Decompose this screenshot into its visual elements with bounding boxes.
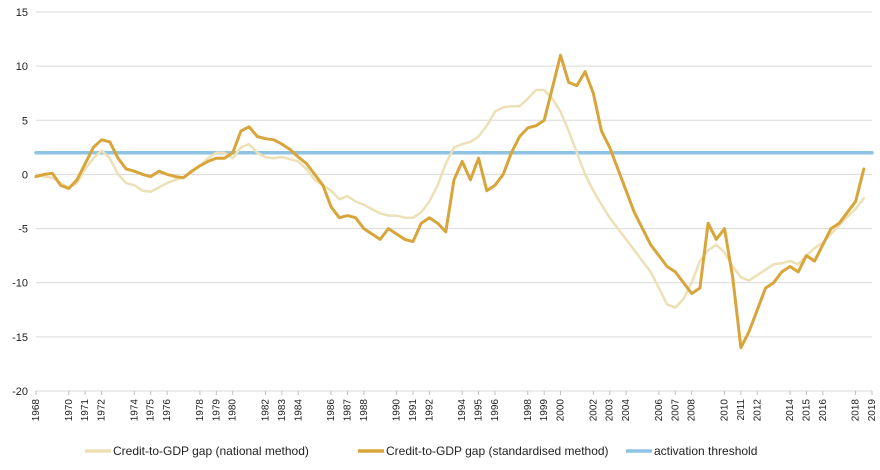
y-tick-label: -20 [12, 386, 28, 398]
y-axis-tick-labels: 15 10 5 0 -5 -10 -15 -20 [12, 7, 28, 398]
x-tick-label: 1980 [228, 399, 239, 422]
legend: Credit-to-GDP gap (national method) Credi… [85, 444, 757, 458]
x-tick-label: 2004 [621, 399, 632, 422]
x-tick-label: 2018 [851, 399, 862, 422]
x-tick-label: 1995 [474, 399, 485, 422]
series-line-1 [34, 53, 866, 350]
x-tick-label: 1968 [31, 399, 42, 422]
x-tick-label: 2019 [867, 399, 878, 422]
y-tick-label: 15 [16, 7, 28, 19]
y-tick-label: 0 [22, 169, 28, 181]
x-tick-label: 1976 [162, 399, 173, 422]
x-tick-label: 1999 [539, 399, 550, 422]
legend-label-0: Credit-to-GDP gap (national method) [113, 444, 309, 458]
y-tick-label: 5 [22, 115, 28, 127]
y-tick-label: -5 [18, 224, 28, 236]
x-tick-label: 2007 [670, 399, 681, 422]
x-tick-label: 1979 [211, 399, 222, 422]
x-tick-label: 2015 [801, 399, 812, 422]
y-tick-label: 10 [16, 61, 28, 73]
x-tick-label: 1974 [129, 399, 140, 422]
x-tick-label: 1970 [64, 399, 75, 422]
x-tick-label: 1984 [293, 399, 304, 422]
x-axis-tick-labels: 1968 1970 1971 1972 1974 1975 1976 1978 1979 1980… [31, 391, 878, 421]
x-tick-label: 1982 [260, 399, 271, 422]
series-line-0 [34, 88, 866, 309]
x-tick-label: 1971 [80, 399, 91, 422]
x-tick-label: 1998 [523, 399, 534, 422]
series-lines [34, 53, 874, 350]
x-tick-label: 1986 [326, 399, 337, 422]
x-tick-label: 1978 [195, 399, 206, 422]
y-tick-label: -10 [12, 278, 28, 290]
x-tick-label: 1987 [342, 399, 353, 422]
x-tick-label: 1988 [359, 399, 370, 422]
x-tick-label: 1991 [408, 399, 419, 422]
x-tick-label: 1994 [457, 399, 468, 422]
x-tick-label: 1990 [392, 399, 403, 422]
x-tick-label: 2002 [588, 399, 599, 422]
x-tick-label: 1992 [424, 399, 435, 422]
x-tick-label: 2012 [752, 399, 763, 422]
x-tick-label: 2011 [736, 399, 747, 421]
y-tick-label: -15 [12, 332, 28, 344]
x-tick-label: 1983 [277, 399, 288, 422]
legend-label-1: Credit-to-GDP gap (standardised method) [386, 444, 609, 458]
x-tick-label: 2016 [818, 399, 829, 422]
x-tick-label: 1996 [490, 399, 501, 422]
x-tick-label: 1975 [146, 399, 157, 422]
gridlines [36, 11, 872, 392]
x-tick-label: 2003 [605, 399, 616, 422]
x-tick-label: 2010 [719, 399, 730, 422]
x-tick-label: 2008 [687, 399, 698, 422]
legend-label-2: activation threshold [654, 444, 757, 458]
x-tick-label: 2000 [556, 399, 567, 422]
x-tick-label: 1972 [97, 399, 108, 422]
x-tick-label: 2014 [785, 399, 796, 422]
x-tick-label: 2006 [654, 399, 665, 422]
